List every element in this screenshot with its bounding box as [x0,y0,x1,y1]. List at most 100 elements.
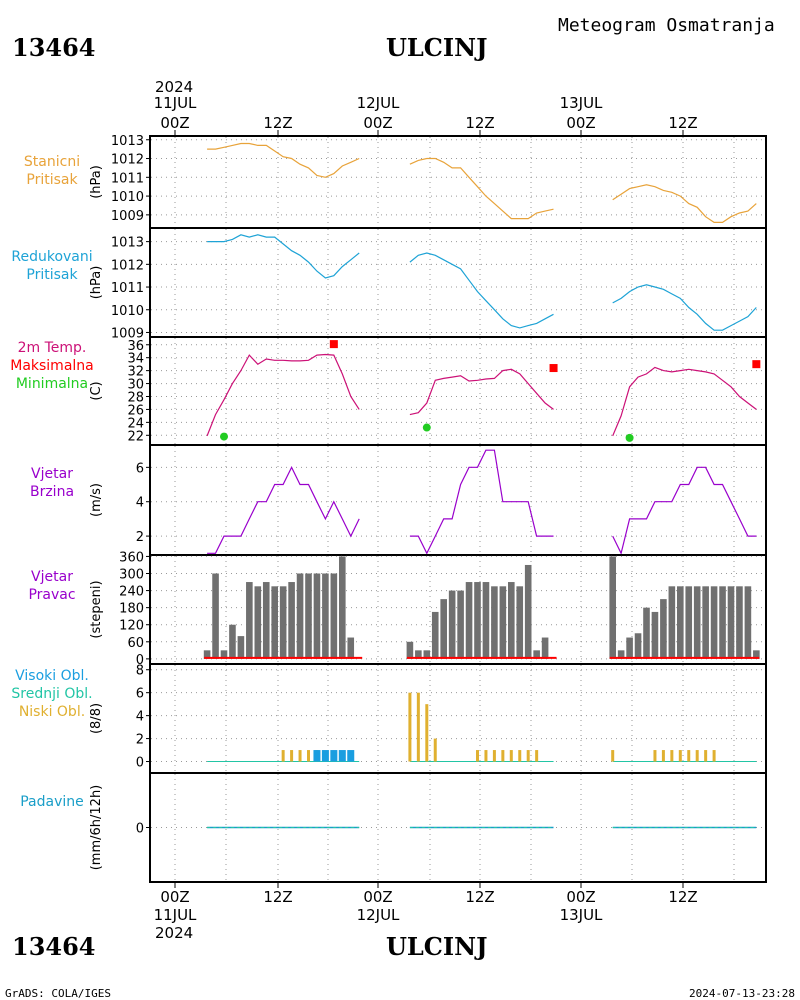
wind-dir-bar [719,586,726,659]
temperature-line [206,353,360,437]
top-hour-label: 12Z [465,114,494,132]
y-axis-label: (hPa) [89,165,104,199]
wind-dir-bar [474,582,481,659]
wind-dir-bar [609,556,616,659]
bottom-date-label: 12JUL [357,906,400,924]
wind-dir-bar [220,650,228,659]
wind-dir-bar [651,611,659,659]
wind-dir-bar [339,556,346,659]
panel-label-line: Redukovani [11,249,92,265]
panel-label-line: Pritisak [26,267,78,283]
wind-dir-bar [262,582,270,659]
cloud-bar [307,750,310,762]
y-tick-label: 6 [136,461,144,476]
station-id-bottom: 13464 [12,932,96,961]
tmax-marker [329,340,338,349]
wind-dir-bar [347,637,355,659]
cloud-bar [281,750,285,762]
tmax-marker [752,360,761,369]
y-tick-label: 0 [136,822,144,837]
y-tick-label: 0 [136,653,144,668]
top-hour-label: 12Z [668,114,697,132]
cloud-bar [535,750,539,762]
wind-dir-bar [465,582,473,659]
bottom-hour-label: 12Z [465,888,494,906]
wind-dir-bar [254,586,262,659]
wind-dir-bar [736,586,743,659]
y-tick-label: 120 [119,619,144,634]
cloud-bar [695,750,699,762]
y-tick-label: 300 [119,567,144,582]
wind-dir-bar [702,586,709,659]
cloud-bar [425,704,429,762]
y-axis-label: (8/8) [89,703,104,734]
y-tick-label: 32 [127,365,144,380]
cloud-bar [670,750,674,762]
cloud-bar [492,750,496,762]
wind-dir-bar [744,586,752,659]
cloud-bar [484,750,488,762]
cloud-bar [611,750,615,762]
bottom-hour-label: 12Z [263,888,292,906]
tmin-marker [625,433,634,442]
wind-dir-bar [524,564,532,659]
wind-dir-bar [499,586,507,659]
y-tick-label: 0 [136,756,144,771]
panel-label-line: Maksimalna [10,358,94,374]
y-tick-label: 1009 [111,209,144,224]
cloud-bar [661,750,665,762]
top-hour-label: 00Z [566,114,595,132]
wind-dir-bar [305,573,312,659]
top-hour-label: 00Z [363,114,392,132]
cloud-bar [518,750,522,762]
panel-label-line: Vjetar [31,466,73,482]
y-tick-label: 36 [127,339,144,354]
panel-frame [149,663,767,774]
station_pressure-line [612,184,757,223]
panel-label-line: Vjetar [31,569,73,585]
y-tick-label: 24 [127,416,144,431]
y-tick-label: 8 [136,664,144,679]
tmin-marker [422,423,431,432]
reduced_pressure-line [612,284,757,331]
cloud-bar [313,750,321,762]
y-tick-label: 6 [136,687,144,702]
wind-dir-bar [431,611,439,659]
wind-dir-bar [279,586,287,659]
wind-dir-bar [617,650,625,659]
panel-label-line: Niski Obl. [19,704,85,720]
y-tick-label: 2 [136,530,144,545]
cloud-bar [347,750,355,762]
panel-label-line: Brzina [30,484,74,500]
y-axis-label: (mm/6h/12h) [89,785,104,871]
y-tick-label: 22 [127,429,144,444]
wind-dir-bar [508,582,515,659]
cloud-bar [330,750,338,762]
cloud-bar [704,750,708,762]
cloud-bar [408,692,412,762]
wind-dir-bar [296,573,304,659]
wind-dir-bar [406,641,414,659]
wind-dir-bar [533,650,540,659]
wind-dir-bar [212,573,219,659]
panel-frame [149,444,767,556]
panel-wind_speed: 2 4 6 (m/s) Vjetar Brzina [30,444,767,556]
top-hour-label: 00Z [160,114,189,132]
y-tick-label: 1010 [111,304,144,319]
station-id-top: 13464 [12,33,96,62]
wind_speed-line [409,449,554,555]
panel-reduced_pressure: 1009 1010 1011 1012 1013 (hPa)Redukovani Priti… [11,227,767,341]
y-axis-label: (stepeni) [89,580,104,638]
y-tick-label: 1012 [111,153,144,168]
reduced_pressure-line [409,252,554,329]
station_pressure-line [409,157,554,220]
y-tick-label: 30 [127,378,144,393]
cloud-bar [321,750,329,762]
wind-dir-bar [448,590,456,659]
wind-dir-bar [660,599,667,659]
y-tick-label: 4 [136,710,144,725]
wind-dir-bar [203,650,211,659]
cloud-bar [526,750,530,762]
cloud-bar [653,750,657,762]
